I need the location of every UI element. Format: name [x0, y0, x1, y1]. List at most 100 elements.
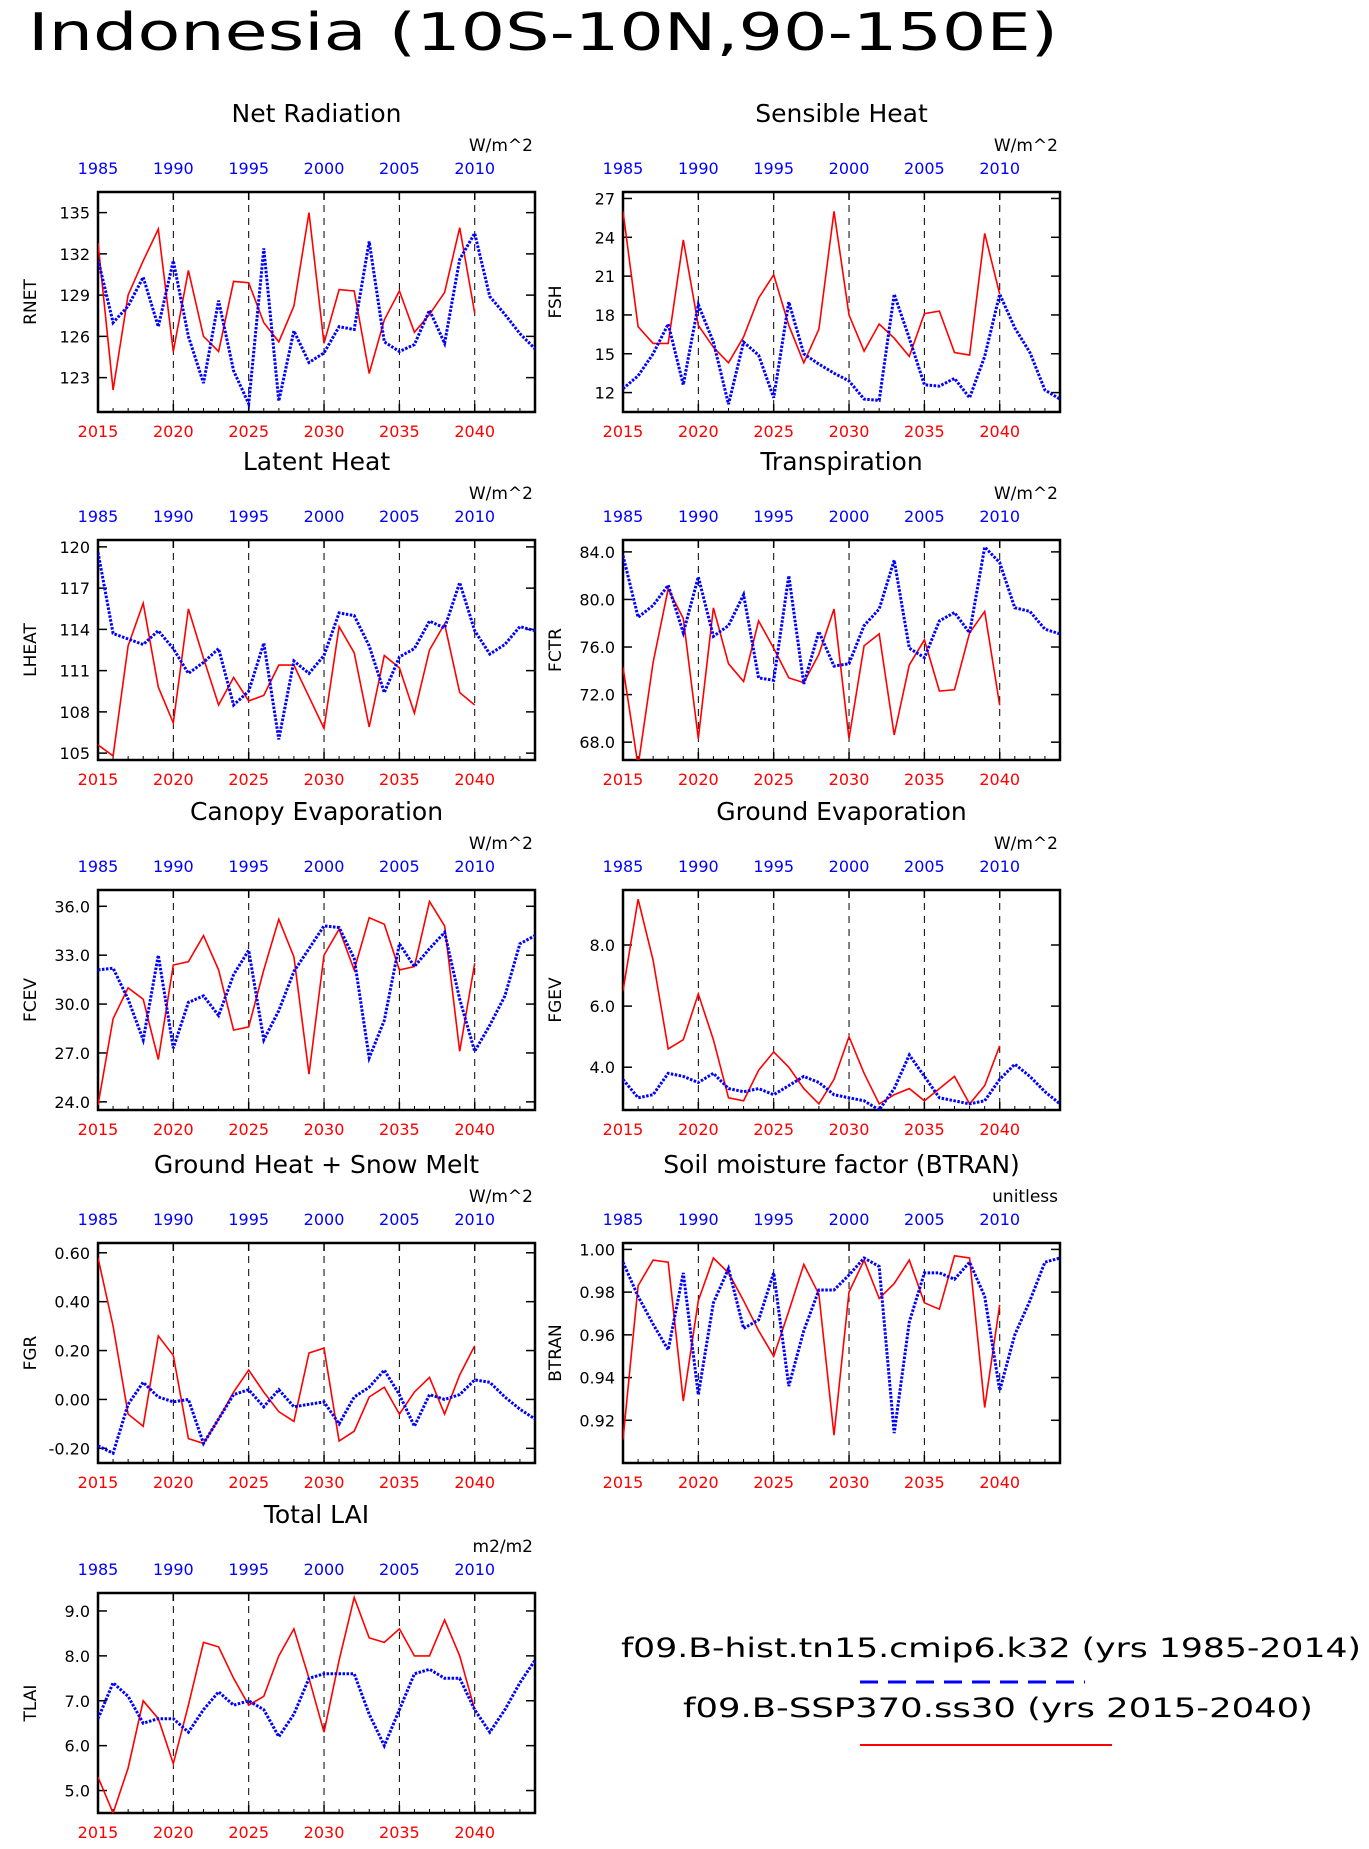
x-tick-label-bottom: 2020 [678, 770, 719, 789]
x-tick-label-top: 2000 [829, 857, 870, 876]
x-tick-label-bottom: 2020 [678, 1473, 719, 1492]
x-tick-label-bottom: 2030 [304, 1473, 345, 1492]
x-tick-label-top: 2000 [829, 159, 870, 178]
chart-title: Ground Evaporation [716, 797, 966, 826]
x-tick-label-bottom: 2020 [153, 1120, 194, 1139]
units-label: W/m^2 [994, 136, 1058, 156]
y-tick-label: 6.0 [590, 997, 615, 1016]
chart-panel: Latent Heat W/m^2 LHEAT 2015 2020 2025 2030 203… [21, 447, 537, 789]
y-tick-label: 135 [59, 204, 90, 223]
y-tick-label: 30.0 [54, 995, 90, 1014]
x-tick-label-bottom: 2030 [304, 1823, 345, 1842]
x-tick-label-top: 2010 [979, 857, 1020, 876]
series-hist-line [623, 1256, 1060, 1434]
x-tick-label-bottom: 2040 [979, 1120, 1020, 1139]
y-tick-label: 80.0 [579, 590, 615, 609]
y-tick-label: 24 [595, 228, 615, 247]
x-tick-label-top: 2010 [979, 159, 1020, 178]
y-axis-label: FGEV [546, 977, 566, 1023]
x-tick-label-top: 2010 [454, 507, 495, 526]
x-tick-label-bottom: 2035 [379, 770, 420, 789]
y-tick-label: 36.0 [54, 897, 90, 916]
figure-title: Indonesia (10S-10N,90-150E) [28, 3, 1058, 63]
y-axis-label: FCEV [21, 978, 41, 1022]
chart-panel: Canopy Evaporation W/m^2 FCEV 2015 2020 2025 2… [21, 797, 537, 1139]
series-ssp-line [623, 211, 1001, 365]
x-tick-label-top: 2005 [904, 159, 945, 178]
y-tick-label: 111 [59, 662, 90, 681]
x-tick-label-bottom: 2030 [304, 422, 345, 441]
x-tick-label-bottom: 2040 [454, 422, 495, 441]
y-tick-label: 0.60 [54, 1244, 90, 1263]
y-axis-label: FCTR [546, 628, 566, 672]
series-hist-line [623, 289, 1060, 405]
y-tick-label: 108 [59, 703, 90, 722]
x-tick-label-bottom: 2015 [78, 422, 119, 441]
x-tick-label-bottom: 2025 [753, 422, 794, 441]
x-tick-label-top: 1990 [153, 507, 194, 526]
plot-frame [621, 1241, 1062, 1465]
legend-hist-label: f09.B-hist.tn15.cmip6.k32 (yrs 1985-2014… [621, 1633, 1361, 1664]
x-tick-label-top: 2005 [379, 1210, 420, 1229]
x-tick-label-bottom: 2015 [603, 1120, 644, 1139]
y-tick-label: 0.94 [579, 1369, 615, 1388]
chart-title: Latent Heat [243, 447, 391, 476]
chart-title: Soil moisture factor (BTRAN) [663, 1150, 1020, 1179]
x-tick-label-bottom: 2040 [979, 1473, 1020, 1492]
x-tick-label-top: 1985 [603, 857, 644, 876]
x-tick-label-bottom: 2025 [228, 1120, 269, 1139]
x-tick-label-bottom: 2015 [603, 422, 644, 441]
x-tick-label-top: 2005 [904, 857, 945, 876]
x-tick-label-top: 2010 [454, 1560, 495, 1579]
x-tick-label-bottom: 2020 [678, 1120, 719, 1139]
y-tick-label: 15 [595, 345, 615, 364]
x-tick-label-bottom: 2015 [78, 1473, 119, 1492]
y-axis-label: FSH [546, 285, 566, 318]
y-tick-label: 6.0 [65, 1737, 90, 1756]
x-tick-label-top: 2000 [304, 159, 345, 178]
series-hist-line [623, 1051, 1060, 1110]
series-hist-line [98, 924, 535, 1064]
x-tick-label-bottom: 2025 [228, 770, 269, 789]
y-axis-label: BTRAN [546, 1324, 566, 1382]
y-tick-label: 76.0 [579, 638, 615, 657]
units-label: W/m^2 [469, 484, 533, 504]
x-tick-label-bottom: 2035 [904, 422, 945, 441]
y-tick-label: 0.98 [579, 1283, 615, 1302]
y-tick-label: 27.0 [54, 1044, 90, 1063]
x-tick-label-top: 1995 [228, 159, 269, 178]
y-tick-label: 27 [595, 189, 615, 208]
series-hist-line [623, 543, 1060, 685]
y-tick-label: 120 [59, 538, 90, 557]
panels: Net Radiation W/m^2 RNET 2015 2020 2025 2030 20… [21, 99, 1062, 1842]
y-tick-label: 132 [59, 245, 90, 264]
x-tick-label-bottom: 2035 [379, 1823, 420, 1842]
x-tick-label-bottom: 2020 [153, 1473, 194, 1492]
x-tick-label-top: 1990 [678, 159, 719, 178]
series-hist-line [98, 1367, 535, 1456]
x-tick-label-top: 2010 [979, 507, 1020, 526]
x-tick-label-bottom: 2040 [979, 770, 1020, 789]
y-tick-label: 9.0 [65, 1602, 90, 1621]
x-tick-label-bottom: 2040 [454, 770, 495, 789]
x-tick-label-bottom: 2015 [603, 770, 644, 789]
x-tick-label-bottom: 2015 [603, 1473, 644, 1492]
x-tick-label-bottom: 2030 [829, 422, 870, 441]
x-tick-label-bottom: 2025 [228, 422, 269, 441]
x-tick-label-bottom: 2025 [753, 1120, 794, 1139]
x-tick-label-top: 2005 [904, 507, 945, 526]
series-ssp-line [623, 899, 1001, 1106]
x-tick-label-top: 2010 [454, 857, 495, 876]
chart-title: Transpiration [759, 447, 922, 476]
y-axis-label: LHEAT [21, 623, 41, 677]
units-label: W/m^2 [994, 484, 1058, 504]
chart-panel: Soil moisture factor (BTRAN) unitless BTRA… [546, 1150, 1062, 1492]
series-ssp-line [98, 899, 476, 1106]
x-tick-label-bottom: 2035 [379, 422, 420, 441]
x-tick-label-top: 1990 [678, 1210, 719, 1229]
chart-panel: Ground Evaporation W/m^2 FGEV 2015 2020 2025 2… [546, 797, 1062, 1139]
x-tick-label-top: 1985 [78, 159, 119, 178]
y-tick-label: 84.0 [579, 543, 615, 562]
x-tick-label-top: 1985 [78, 1210, 119, 1229]
